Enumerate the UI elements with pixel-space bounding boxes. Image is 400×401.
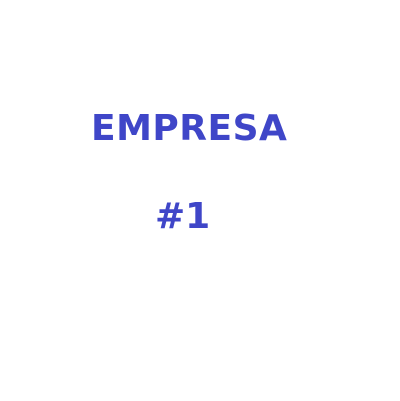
company-name-text: EMPRESA [91,108,288,149]
company-number-text: #1 [155,196,211,237]
